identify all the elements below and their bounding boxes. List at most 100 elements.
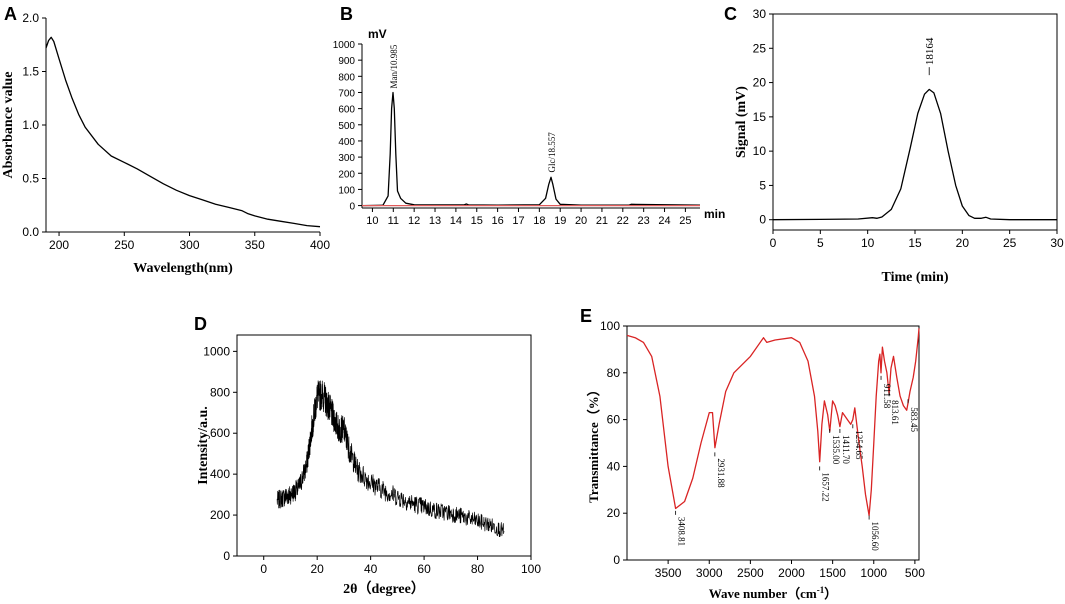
x-tick-label: 80 <box>471 562 485 576</box>
y-tick-label: 0 <box>349 202 355 213</box>
y-axis-label: Absorbance value <box>1 72 16 179</box>
x-tick-label: 22 <box>617 215 629 227</box>
y-tick-label: 100 <box>338 185 355 196</box>
y-tick-label: 0.5 <box>22 172 39 186</box>
panel-c-gpc-chromatogram: C 0 5 10 15 20 25 30 0 5 10 15 20 25 30 Time (min) Signa… <box>724 4 1064 285</box>
plot-frame <box>772 13 1058 231</box>
series-line-0 <box>45 36 321 228</box>
x-axis-label: 2θ（degree） <box>343 581 425 597</box>
x-tick-label: 2500 <box>737 566 764 580</box>
y-axis-label: Transmittance（%） <box>586 383 601 503</box>
x-tick-label: 300 <box>180 238 200 252</box>
x-tick-label: 20 <box>311 562 325 576</box>
y-tick-label: 100 <box>600 319 620 333</box>
y-tick-label: 600 <box>338 105 355 116</box>
y-tick-label: 30 <box>753 7 767 21</box>
x-tick-label: 14 <box>450 215 462 227</box>
x-tick-label: 1000 <box>860 566 887 580</box>
x-axis-label: Wavelength(nm) <box>133 261 233 276</box>
peak-annotation: 583.45 <box>909 407 919 432</box>
y-axis-label: Signal (mV) <box>734 86 749 158</box>
x-tick-label: 3500 <box>655 566 682 580</box>
panel-b-hplc-chromatogram: B 10 11 12 13 14 15 16 17 18 19 20 21 22 23 24 25 0 100 200… <box>333 4 726 227</box>
y-tick-label: 40 <box>607 459 621 473</box>
y-tick-label: 700 <box>338 88 355 99</box>
y-tick-label: 25 <box>753 41 767 55</box>
y-tick-label: 600 <box>210 426 230 440</box>
panel-letter-e: E <box>580 306 592 326</box>
x-tick-label: 25 <box>1003 236 1017 250</box>
y-tick-label: 80 <box>607 366 621 380</box>
y-tick-label: 0 <box>223 549 230 563</box>
y-tick-label: 1.5 <box>22 65 39 79</box>
x-tick-label: 11 <box>388 215 399 227</box>
peak-annotation: 1411.70 <box>841 435 851 464</box>
peak-annotation: 911.58 <box>882 384 892 409</box>
x-tick-label: 60 <box>417 562 431 576</box>
peak-annotation: 18164 <box>924 37 936 65</box>
x-tick-label: 0 <box>770 236 777 250</box>
x-axis-label-end: ） <box>824 586 837 601</box>
y-tick-label: 200 <box>338 169 355 180</box>
y-tick-label: 1000 <box>203 344 230 358</box>
y-tick-label: 10 <box>753 144 767 158</box>
x-tick-label: 21 <box>596 215 608 227</box>
x-tick-label: 19 <box>554 215 566 227</box>
x-tick-label: 5 <box>817 236 824 250</box>
y-tick-label: 1.0 <box>22 118 39 132</box>
y-tick-label: 300 <box>338 153 355 164</box>
y-tick-label: 0 <box>613 553 620 567</box>
y-tick-label: 800 <box>210 385 230 399</box>
y-tick-label: 800 <box>338 72 355 83</box>
panel-e-ftir-spectrum: E 3500 3000 2500 2000 1500 1000 500 0 20 40 60 80 100… <box>580 306 925 601</box>
x-tick-label: 18 <box>533 215 545 227</box>
peak-annotation: 3408.81 <box>677 517 687 546</box>
x-tick-label: 100 <box>521 562 541 576</box>
x-tick-label: 500 <box>905 566 925 580</box>
peak-annotation: 1535.00 <box>831 435 841 465</box>
x-tick-label: 13 <box>429 215 441 227</box>
x-tick-label: 23 <box>638 215 650 227</box>
x-tick-label: 10 <box>861 236 875 250</box>
y-tick-label: 900 <box>338 56 355 67</box>
x-tick-label: 25 <box>679 215 691 227</box>
plot-frame <box>236 334 532 557</box>
x-tick-label: 40 <box>364 562 378 576</box>
x-axis-label: min <box>704 207 725 221</box>
y-tick-label: 1000 <box>333 40 356 51</box>
panel-letter-a: A <box>4 4 17 24</box>
x-tick-label: 24 <box>658 215 670 227</box>
x-tick-label: 0 <box>260 562 267 576</box>
y-tick-label: 400 <box>338 137 355 148</box>
x-tick-label: 20 <box>956 236 970 250</box>
y-tick-label: 20 <box>607 506 621 520</box>
x-tick-label: 30 <box>1050 236 1064 250</box>
x-tick-label: 350 <box>245 238 265 252</box>
x-tick-label: 200 <box>49 238 69 252</box>
peak-annotation: Glc/18.557 <box>547 132 557 173</box>
peak-annotation: Man/10.985 <box>389 44 399 88</box>
x-axis-label: Time (min) <box>881 270 948 285</box>
y-axis-label: mV <box>368 27 387 41</box>
y-tick-label: 20 <box>753 76 767 90</box>
x-tick-label: 3000 <box>696 566 723 580</box>
y-tick-label: 500 <box>338 121 355 132</box>
y-tick-label: 5 <box>759 178 766 192</box>
x-tick-label: 16 <box>491 215 503 227</box>
peak-annotation: 1254.65 <box>854 430 864 460</box>
x-tick-label: 15 <box>908 236 922 250</box>
y-tick-label: 400 <box>210 467 230 481</box>
panel-letter-c: C <box>724 4 737 24</box>
x-axis-label: Wave number（cm-1） <box>709 585 837 601</box>
series-line-0 <box>361 91 701 207</box>
x-tick-label: 250 <box>114 238 134 252</box>
x-tick-label: 12 <box>408 215 420 227</box>
panel-a-uv-spectrum: A 200 250 300 350 400 0.0 0.5 1.0 1.5 2.0 Wavelengt… <box>1 4 330 276</box>
y-axis-label: Intensity/a.u. <box>196 406 211 485</box>
peak-annotation: 813.61 <box>890 400 900 425</box>
x-tick-label: 17 <box>512 215 524 227</box>
y-tick-label: 0.0 <box>22 225 39 239</box>
series-line-0 <box>772 88 1057 221</box>
y-tick-label: 15 <box>753 110 767 124</box>
